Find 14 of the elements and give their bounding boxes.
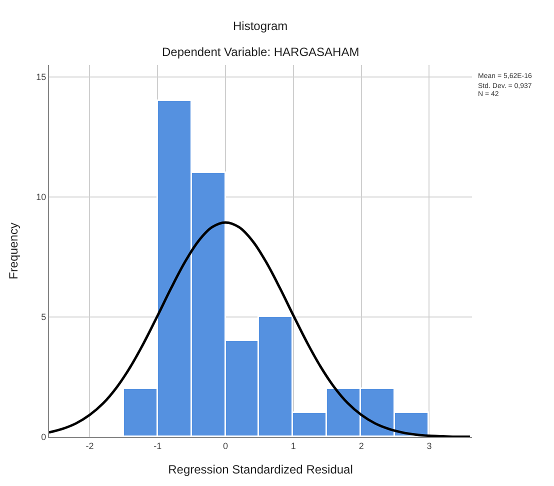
chart-title: Histogram xyxy=(233,19,288,33)
y-tick-label: 0 xyxy=(41,432,46,442)
y-tick-label: 15 xyxy=(36,72,46,82)
x-tick-label: -2 xyxy=(86,440,94,451)
y-tick-label: 10 xyxy=(36,192,46,202)
y-axis-title: Frequency xyxy=(6,222,20,280)
x-tick-label: 1 xyxy=(290,440,296,451)
x-tick-label: 0 xyxy=(223,440,228,451)
x-axis-title: Regression Standardized Residual xyxy=(168,462,353,477)
x-tick-label: -1 xyxy=(154,440,162,451)
chart-subtitle: Dependent Variable: HARGASAHAM xyxy=(162,45,360,59)
x-tick-label: 2 xyxy=(358,440,364,451)
x-tick-label: 3 xyxy=(426,440,432,451)
y-tick-label: 5 xyxy=(41,312,46,322)
